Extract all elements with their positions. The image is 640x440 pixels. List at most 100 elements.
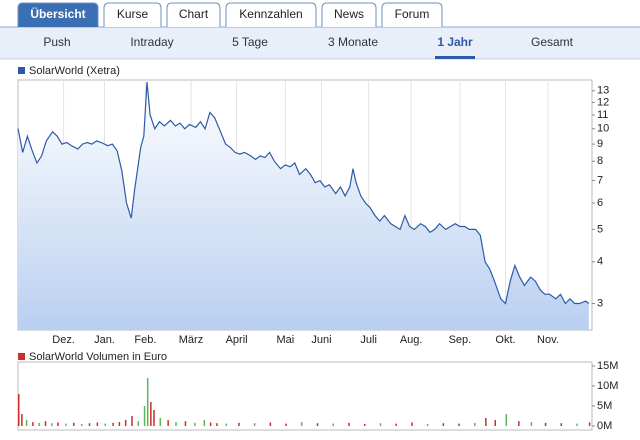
volume-bar: [560, 423, 563, 426]
period-link[interactable]: Intraday: [130, 35, 173, 49]
volume-bar: [518, 421, 520, 426]
volume-bar: [576, 423, 578, 426]
price-area: [18, 82, 589, 330]
volume-bar: [458, 423, 460, 426]
volume-bar: [395, 423, 397, 426]
y-tick-label: 13: [597, 85, 609, 97]
period-link[interactable]: 3 Monate: [328, 35, 378, 49]
volume-bar: [175, 422, 177, 426]
y-tick-label: 6: [597, 197, 603, 209]
volume-bar: [124, 420, 127, 426]
y-tick-label: 12: [597, 96, 609, 108]
tab[interactable]: [225, 2, 317, 27]
volume-bar: [21, 414, 23, 426]
volume-bar: [65, 423, 67, 426]
tab-label[interactable]: News: [334, 7, 364, 21]
x-tick-label: Juni: [311, 334, 331, 346]
tab[interactable]: [381, 2, 443, 27]
x-tick-label: Feb.: [134, 334, 156, 346]
price-line: [17, 82, 590, 305]
tab[interactable]: [17, 2, 99, 27]
volume-bar: [253, 423, 256, 426]
y-tick-label: 7: [597, 174, 603, 186]
volume-bar: [184, 421, 187, 426]
volume-bar: [269, 422, 272, 426]
volume-bar: [588, 422, 591, 426]
volume-bar: [38, 422, 40, 426]
volume-bar: [216, 423, 218, 426]
legend-swatch: [18, 67, 25, 74]
x-tick-label: Sep.: [449, 334, 472, 346]
volume-bar: [544, 422, 547, 426]
y-tick-label: 4: [597, 256, 603, 268]
volume-bar: [485, 418, 487, 426]
volume-bar: [225, 423, 228, 426]
volume-bar: [57, 422, 59, 426]
tab-label[interactable]: Kennzahlen: [239, 7, 302, 21]
x-tick-label: Mai: [276, 334, 294, 346]
x-tick-label: Nov.: [537, 334, 559, 346]
volume-bar: [530, 422, 533, 426]
y-tick-label: 9: [597, 138, 603, 150]
volume-bar: [238, 422, 240, 426]
x-tick-label: April: [226, 334, 248, 346]
y-tick-label: 3: [597, 297, 603, 309]
x-tick-label: Dez.: [52, 334, 75, 346]
y-tick-label: 5M: [597, 400, 612, 412]
volume-bar: [96, 422, 99, 426]
tab-label[interactable]: Chart: [179, 7, 209, 21]
tab-label[interactable]: Übersicht: [30, 6, 85, 21]
volume-bar: [51, 423, 53, 426]
volume-bar: [363, 424, 366, 426]
period-link[interactable]: Push: [43, 35, 70, 49]
volume-bar: [80, 424, 83, 426]
y-tick-label: 10M: [597, 380, 618, 392]
volume-bar: [285, 423, 287, 426]
tab-label[interactable]: Forum: [395, 7, 430, 21]
x-tick-label: Jan.: [94, 334, 115, 346]
x-tick-label: März: [179, 334, 203, 346]
volume-bar: [209, 422, 212, 426]
volume-bar: [73, 422, 75, 426]
period-underline: [435, 56, 475, 59]
x-tick-label: Aug.: [400, 334, 423, 346]
volume-bar: [137, 421, 140, 426]
volume-bar: [32, 422, 34, 426]
volume-bar: [167, 420, 169, 426]
y-tick-label: 8: [597, 155, 603, 167]
period-bar: [0, 27, 640, 59]
volume-bar: [316, 423, 319, 426]
period-link[interactable]: Gesamt: [531, 35, 574, 49]
x-tick-label: Juli: [360, 334, 377, 346]
plot-area: [17, 361, 593, 431]
tab[interactable]: [103, 2, 162, 27]
volume-bar: [494, 420, 496, 426]
legend-swatch: [18, 353, 25, 360]
period-link[interactable]: 5 Tage: [232, 35, 268, 49]
tab-label[interactable]: Kurse: [117, 7, 149, 21]
volume-bar: [146, 378, 149, 426]
volume-bar: [474, 422, 476, 426]
volume-bar: [301, 422, 303, 426]
volume-bar: [112, 422, 114, 426]
volume-bar: [153, 410, 155, 426]
tab[interactable]: [166, 2, 221, 27]
volume-bar: [194, 422, 196, 426]
volume-bar: [348, 422, 350, 426]
y-tick-label: 11: [597, 109, 608, 121]
tab[interactable]: [321, 2, 377, 27]
volume-bar: [25, 420, 28, 426]
volume-bar: [118, 422, 121, 426]
volume-bar: [426, 424, 429, 426]
y-tick-label: 5: [597, 223, 603, 235]
legend-label: SolarWorld (Xetra): [29, 65, 120, 77]
volume-bar: [411, 422, 413, 426]
period-link[interactable]: 1 Jahr: [437, 35, 473, 49]
volume-bar: [44, 421, 47, 426]
volume-bar: [379, 423, 382, 426]
volume-bar: [143, 406, 146, 426]
volume-bar: [18, 394, 20, 426]
legend-label: SolarWorld Volumen in Euro: [29, 351, 167, 363]
x-tick-label: Okt.: [495, 334, 515, 346]
